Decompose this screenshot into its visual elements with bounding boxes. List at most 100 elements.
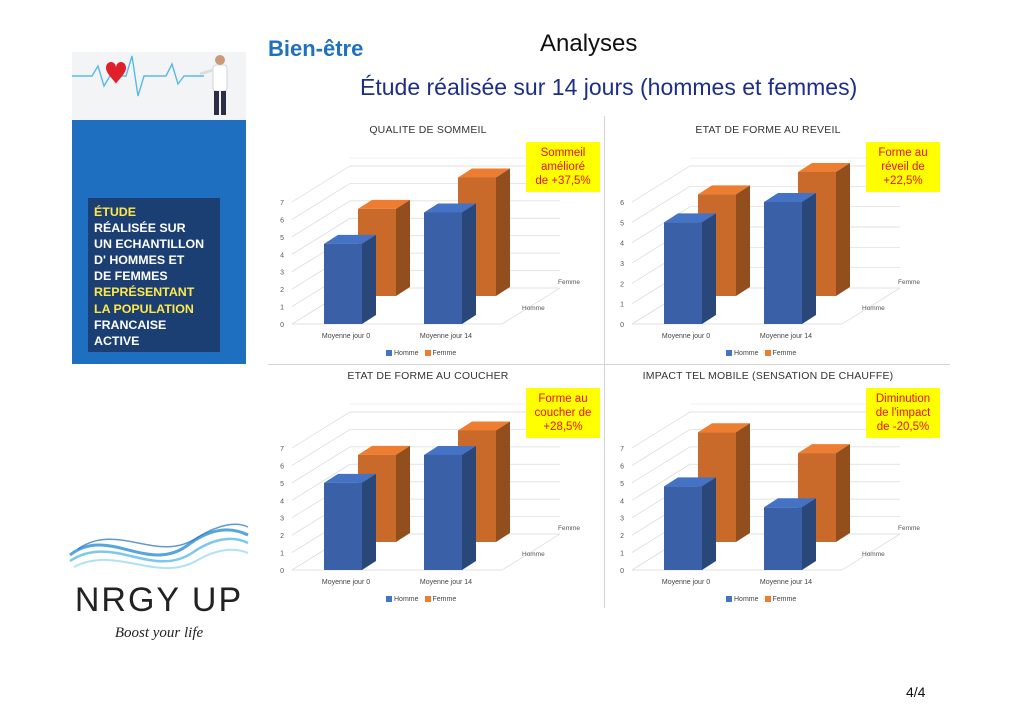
study-description-line: FRANCAISE [94, 317, 167, 332]
heartbeat-banner-illustration [72, 55, 228, 115]
legend-label: Femme [772, 596, 797, 603]
x-category-label: Moyenne jour 14 [420, 333, 472, 340]
legend-swatch [424, 350, 431, 356]
legend-swatch [386, 350, 392, 356]
x-category-label: Moyenne jour 14 [420, 579, 472, 586]
heart-icon [106, 62, 126, 84]
page-subtitle: Étude réalisée sur 14 jours (hommes et f… [360, 74, 858, 100]
annotation-box: Forme au réveil de +22,5% [866, 142, 940, 192]
chart-legend: Homme Femme [380, 596, 456, 603]
y-tick-label: 1 [280, 305, 284, 312]
y-tick-label: 7 [280, 446, 284, 453]
y-tick-label: 5 [620, 220, 624, 227]
study-description-box: ÉTUDE RÉALISÉE SUR UN ECHANTILLON D' HOMMES… [88, 198, 220, 352]
homme-bar [764, 193, 816, 324]
y-tick-label: 0 [620, 322, 624, 329]
y-tick-label: 6 [280, 217, 284, 224]
chart-title: ETAT DE FORME AU REVEIL [695, 124, 841, 136]
panel-divider-vertical [604, 116, 605, 608]
y-tick-label: 5 [280, 235, 284, 242]
annotation-box: Forme au coucher de +28,5% [526, 388, 600, 438]
femme-bar [458, 168, 510, 296]
chart-panel: 0 1 2 3 4 5 6 7 Moyenne jour 0 Moyenne jour 14 Fem… [610, 364, 946, 610]
x-category-label: Moyenne jour 0 [662, 333, 710, 340]
legend-label: Homme [734, 596, 759, 603]
y-tick-label: 5 [620, 481, 624, 488]
chart-title: QUALITE DE SOMMEIL [369, 124, 487, 136]
legend-label: Femme [432, 350, 457, 357]
legend-label: Femme [432, 596, 457, 603]
homme-bar [664, 477, 716, 570]
annotation-line: amélioré [540, 161, 586, 173]
gridline [631, 429, 900, 466]
annotation-box: Sommeil amélioré de +37,5% [526, 142, 600, 192]
page-title: Analyses [540, 30, 638, 57]
chart-title: IMPACT TEL MOBILE (SENSATION DE CHAUFFE) [642, 370, 894, 382]
bar-chart-3d: 0 1 2 3 4 5 6 7 Moyenne jour 0 Moyenne jour 14 Fem… [620, 403, 920, 586]
gridline [291, 165, 560, 203]
depth-axis-label: Femme [898, 525, 920, 532]
depth-axis-label: Homme [862, 551, 885, 558]
depth-axis-label: Homme [862, 305, 885, 312]
depth-axis-label: Homme [522, 551, 545, 558]
homme-bar [424, 203, 476, 324]
homme-bar [664, 213, 716, 324]
homme-bar [324, 234, 376, 324]
page-number: 4/4 [906, 684, 926, 700]
y-tick-label: 1 [280, 551, 284, 558]
bar-chart-3d: 0 1 2 3 4 5 6 7 Moyenne jour 0 Moyenne jour 14 Fem… [280, 157, 580, 340]
y-tick-label: 2 [280, 287, 284, 294]
depth-axis-label: Femme [558, 279, 580, 286]
legend-swatch [424, 596, 431, 602]
annotation-line: Sommeil [540, 147, 586, 159]
study-description-line: D' HOMMES ET [94, 253, 185, 268]
chart-panel: 0 1 2 3 4 5 6 7 Moyenne jour 0 Moyenne jour 14 Fem… [270, 118, 606, 364]
annotation-line: réveil de [881, 161, 925, 173]
study-description-line: ACTIVE [94, 333, 140, 348]
floor-edge [841, 533, 901, 571]
chart-legend: Homme Femme [720, 596, 796, 603]
y-tick-label: 6 [280, 463, 284, 470]
y-tick-label: 3 [280, 516, 284, 523]
y-tick-label: 2 [620, 281, 624, 288]
study-description-line: UN ECHANTILLON [94, 237, 205, 252]
y-tick-label: 2 [620, 533, 624, 540]
sidebar-banner [72, 52, 246, 120]
annotation-line: Diminution [875, 393, 931, 405]
legend-label: Homme [734, 350, 759, 357]
annotation-line: +22,5% [883, 175, 923, 187]
y-tick-label: 5 [280, 481, 284, 488]
chart-title: ETAT DE FORME AU COUCHER [347, 370, 509, 382]
gridline [631, 411, 900, 449]
x-category-label: Moyenne jour 0 [322, 579, 370, 586]
legend-swatch [764, 350, 771, 356]
y-tick-label: 1 [620, 551, 624, 558]
depth-axis-label: Homme [522, 305, 545, 312]
y-tick-label: 1 [620, 302, 624, 309]
floor-edge [501, 287, 561, 325]
chart-panel: 0 1 2 3 4 5 6 7 Moyenne jour 0 Moyenne jour 14 Fem… [270, 364, 606, 610]
y-tick-label: 3 [620, 516, 624, 523]
brand-title: Bien-être [268, 36, 364, 61]
y-tick-label: 4 [620, 241, 624, 248]
logo-name: NRGY UP [74, 581, 244, 619]
nrgy-up-logo: NRGY UP Boost your life [68, 515, 250, 675]
chart-legend: Homme Femme [720, 350, 796, 357]
depth-axis-label: Femme [898, 279, 920, 286]
y-tick-label: 3 [620, 261, 624, 268]
gridline [631, 446, 900, 484]
floor-edge [501, 533, 561, 571]
homme-bar [324, 473, 376, 570]
x-category-label: Moyenne jour 14 [760, 333, 812, 340]
legend-swatch [726, 596, 732, 602]
chart-panel: 0 1 2 3 4 5 6 Moyenne jour 0 Moyenne jour 14 Femm… [610, 118, 946, 364]
annotation-line: Forme au [878, 147, 928, 159]
y-tick-label: 0 [620, 568, 624, 575]
y-tick-label: 0 [280, 568, 284, 575]
annotation-box: Diminution de l'impact de -20,5% [866, 388, 940, 438]
homme-bar [764, 498, 816, 570]
y-tick-label: 7 [620, 446, 624, 453]
floor-edge [841, 287, 901, 325]
chart-legend: Homme Femme [380, 350, 456, 357]
annotation-line: coucher de [534, 407, 592, 419]
